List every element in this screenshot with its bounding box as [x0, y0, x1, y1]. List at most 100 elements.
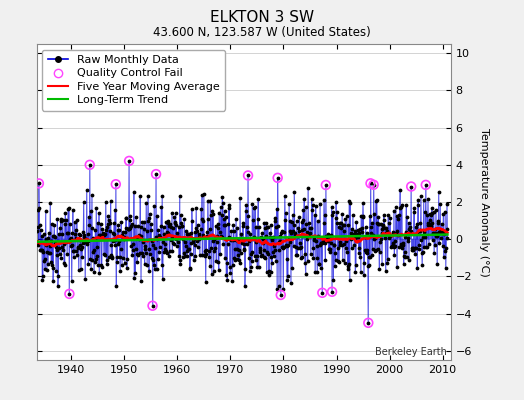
Point: [85, 214, 93, 220]
Point: [135, 232, 143, 238]
Point: [154, 256, 162, 263]
Point: [354, 227, 362, 233]
Point: [313, 255, 321, 262]
Point: [223, 260, 231, 266]
Point: [218, 193, 226, 200]
Point: [396, 187, 405, 193]
Point: [391, 243, 399, 249]
Point: [244, 212, 253, 219]
Point: [70, 254, 78, 260]
Point: [92, 256, 100, 262]
Point: [357, 213, 365, 220]
Point: [428, 220, 436, 226]
Point: [87, 266, 95, 272]
Point: [165, 253, 173, 260]
Point: [168, 248, 177, 254]
Point: [253, 253, 261, 260]
Point: [71, 218, 79, 225]
Point: [396, 241, 405, 248]
Point: [203, 232, 211, 239]
Point: [259, 254, 268, 260]
Point: [147, 220, 156, 227]
Point: [108, 238, 117, 245]
Point: [99, 231, 107, 237]
Point: [436, 235, 445, 242]
Point: [161, 248, 170, 254]
Point: [431, 233, 440, 239]
Point: [419, 248, 427, 255]
Point: [121, 229, 129, 236]
Point: [39, 249, 48, 255]
Point: [201, 253, 209, 259]
Point: [102, 198, 110, 205]
Point: [245, 238, 253, 244]
Point: [363, 250, 371, 256]
Point: [166, 248, 174, 254]
Point: [204, 248, 213, 254]
Point: [282, 243, 291, 250]
Point: [282, 210, 290, 217]
Point: [138, 219, 147, 225]
Point: [116, 246, 125, 252]
Point: [427, 212, 435, 218]
Point: [146, 251, 155, 257]
Point: [413, 229, 421, 236]
Point: [90, 268, 99, 275]
Point: [414, 197, 422, 203]
Point: [236, 235, 245, 241]
Point: [190, 242, 199, 248]
Point: [360, 260, 368, 266]
Point: [220, 216, 228, 222]
Point: [421, 234, 429, 240]
Point: [425, 221, 433, 228]
Point: [238, 223, 247, 229]
Point: [210, 248, 218, 254]
Point: [270, 214, 279, 221]
Point: [277, 228, 286, 234]
Point: [152, 171, 160, 177]
Point: [79, 198, 88, 205]
Point: [42, 266, 51, 273]
Point: [240, 247, 248, 254]
Point: [48, 220, 56, 227]
Point: [432, 229, 441, 236]
Point: [194, 231, 203, 238]
Point: [190, 236, 198, 242]
Point: [193, 228, 201, 234]
Point: [57, 216, 65, 222]
Point: [88, 225, 96, 231]
Point: [224, 241, 232, 247]
Point: [63, 230, 72, 236]
Point: [429, 237, 437, 243]
Point: [237, 250, 245, 256]
Point: [40, 231, 48, 237]
Point: [359, 272, 368, 278]
Point: [82, 238, 90, 244]
Point: [235, 260, 244, 266]
Point: [52, 252, 61, 258]
Point: [158, 192, 167, 199]
Point: [325, 246, 333, 252]
Point: [422, 182, 430, 188]
Point: [95, 270, 104, 276]
Point: [259, 240, 267, 246]
Point: [38, 232, 46, 239]
Point: [211, 245, 220, 251]
Point: [132, 246, 140, 252]
Point: [134, 222, 142, 229]
Point: [56, 225, 64, 231]
Point: [188, 206, 196, 212]
Point: [290, 222, 298, 228]
Point: [260, 247, 268, 253]
Point: [272, 224, 280, 230]
Point: [261, 255, 269, 262]
Point: [151, 234, 160, 240]
Point: [252, 256, 260, 263]
Point: [70, 247, 79, 254]
Point: [138, 250, 146, 256]
Point: [77, 246, 85, 252]
Point: [399, 261, 408, 268]
Point: [278, 243, 286, 250]
Point: [100, 232, 108, 238]
Point: [364, 320, 373, 326]
